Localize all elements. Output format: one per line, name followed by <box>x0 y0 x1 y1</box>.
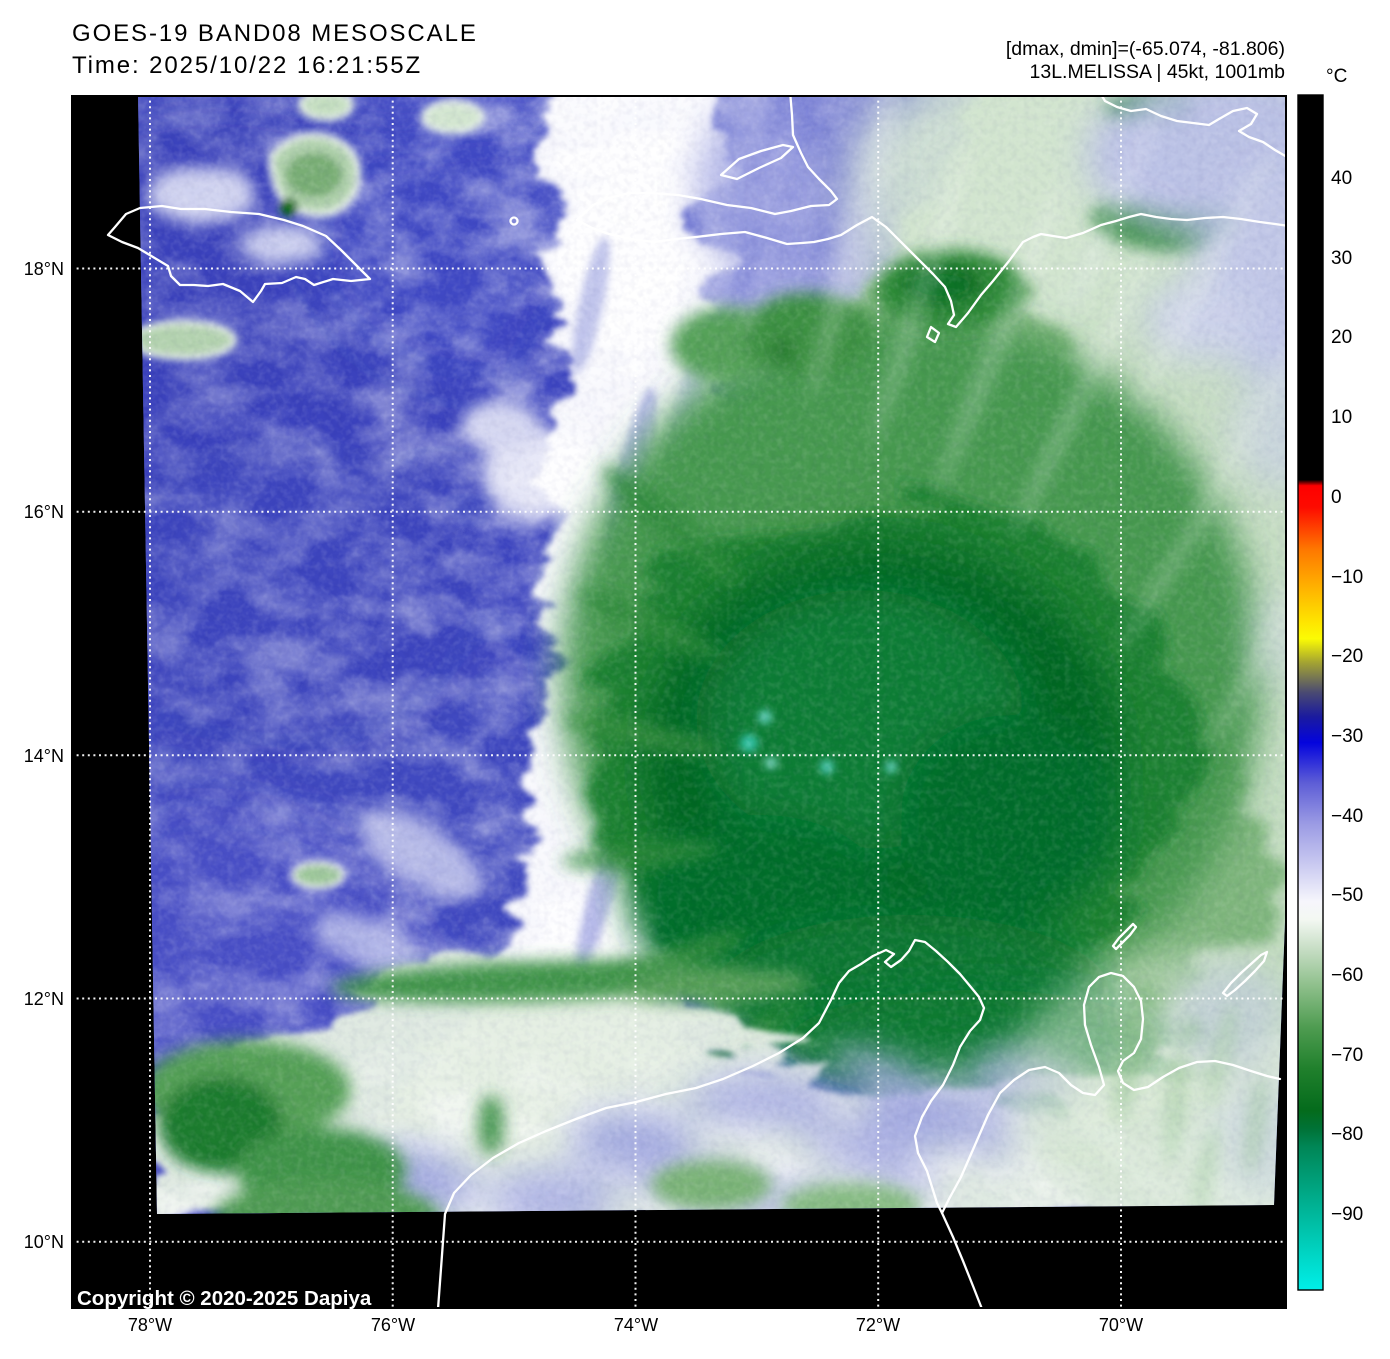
svg-text:Copyright © 2020-2025 Dapiya: Copyright © 2020-2025 Dapiya <box>77 1287 372 1309</box>
